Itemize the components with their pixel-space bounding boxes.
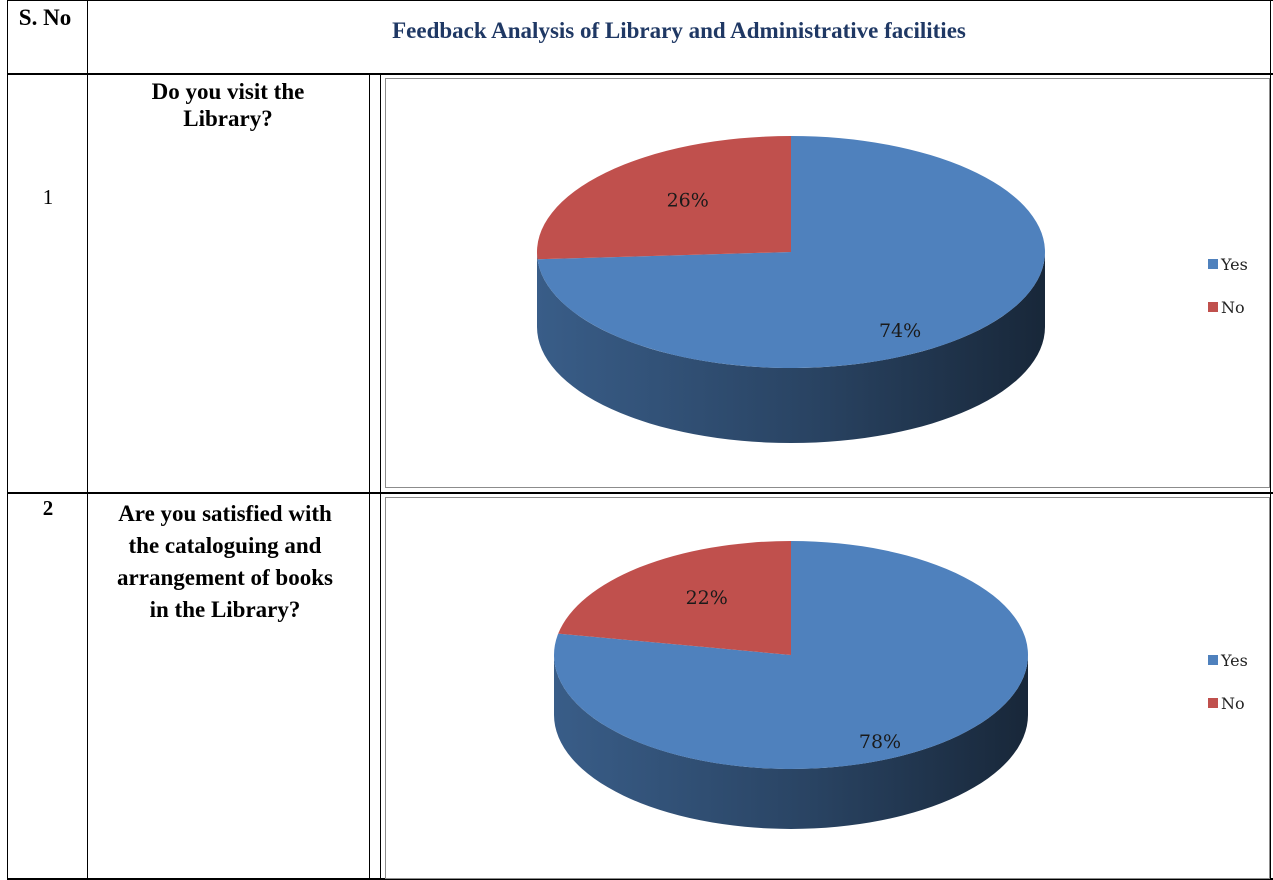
- pie-side-wall: [537, 252, 1045, 443]
- table-border-sno: [87, 0, 88, 880]
- table-border-left: [7, 0, 8, 880]
- legend-item-yes: Yes: [1208, 650, 1248, 670]
- pie-chart: 78% 22%: [554, 541, 1028, 829]
- sno-header: S. No: [18, 5, 72, 30]
- row-number: 2: [42, 496, 54, 520]
- table-border-row: [7, 492, 1273, 494]
- data-label-yes: 78%: [859, 731, 901, 753]
- table-border-header: [7, 73, 1273, 75]
- legend-label: No: [1221, 297, 1245, 317]
- legend-label: No: [1221, 693, 1245, 713]
- pie-chart-container: 78% 22% Yes No: [385, 497, 1270, 879]
- data-label-yes: 74%: [879, 320, 921, 342]
- data-label-no: 26%: [667, 189, 709, 211]
- pie-chart: 74% 26%: [537, 136, 1045, 443]
- chart-legend: Yes No: [1208, 650, 1248, 736]
- legend-swatch-yes: [1208, 655, 1218, 665]
- page-title: Feedback Analysis of Library and Adminis…: [392, 18, 966, 43]
- row-question: Are you satisfied with the cataloguing a…: [117, 501, 333, 622]
- pie-slice-no: [537, 136, 791, 260]
- row-question: Do you visit the Library?: [151, 79, 305, 131]
- legend-swatch-no: [1208, 698, 1218, 708]
- table-border-bottom: [7, 878, 1273, 880]
- pie-slice-no: [558, 541, 791, 655]
- legend-label: Yes: [1221, 254, 1248, 274]
- legend-swatch-no: [1208, 302, 1218, 312]
- table-border-right: [1270, 0, 1271, 880]
- legend-item-no: No: [1208, 693, 1248, 713]
- table-border-question: [369, 74, 370, 880]
- row-number: 1: [42, 185, 54, 209]
- legend-item-no: No: [1208, 297, 1248, 317]
- legend-label: Yes: [1221, 650, 1248, 670]
- pie-slice-yes: [537, 136, 1045, 368]
- data-label-no: 22%: [686, 587, 728, 609]
- table-border-chart: [380, 74, 381, 880]
- legend-item-yes: Yes: [1208, 254, 1248, 274]
- table-border-top: [7, 0, 1273, 1]
- chart-legend: Yes No: [1208, 254, 1248, 340]
- pie-side-wall: [554, 655, 1028, 829]
- legend-swatch-yes: [1208, 259, 1218, 269]
- pie-chart-container: 74% 26% Yes No: [385, 78, 1270, 488]
